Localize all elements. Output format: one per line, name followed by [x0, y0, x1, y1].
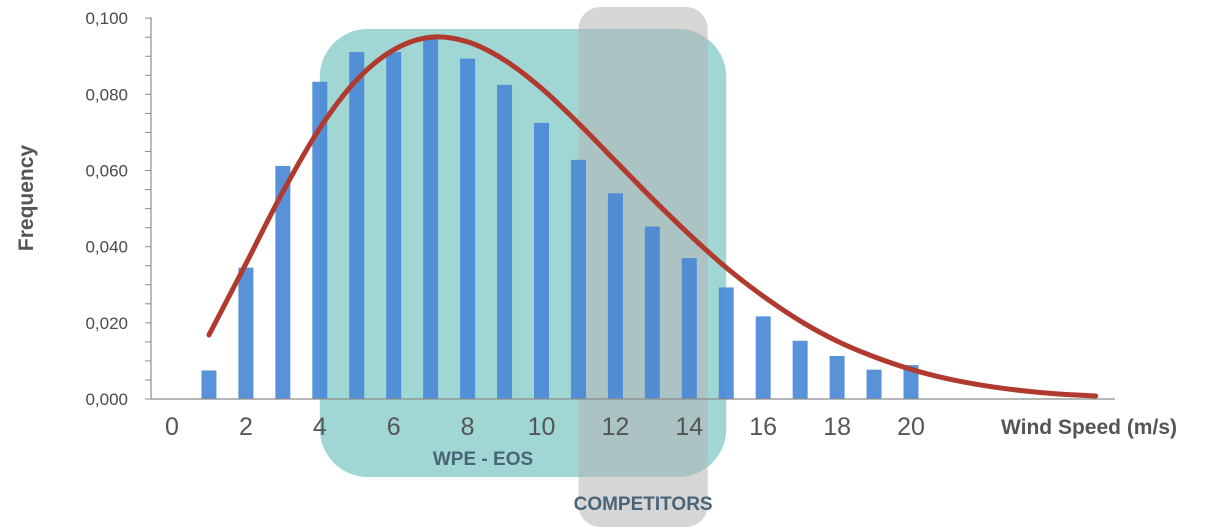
bar [386, 52, 402, 400]
x-tick-label: 14 [675, 413, 703, 441]
bars-layer [201, 37, 919, 400]
bar [534, 122, 549, 400]
y-tick-label: 0,100 [85, 9, 128, 28]
line-layer: WPE - EOS COMPETITORS [206, 34, 1099, 515]
distribution-curve [206, 34, 1099, 399]
x-tick-label: 6 [387, 413, 401, 441]
y-tick-label: 0,000 [85, 390, 128, 409]
ticks-layer: 0,000 0,020 0,040 0,060 0,080 0,100 0 2 4 6 8 10 12 1… [85, 9, 924, 441]
bar [201, 370, 217, 399]
bar [570, 159, 586, 399]
bar [718, 287, 734, 399]
bar [275, 165, 291, 399]
x-tick-label: 10 [528, 413, 556, 441]
y-tick-label: 0,040 [85, 238, 128, 257]
y-tick-label: 0,080 [85, 85, 128, 104]
axes-layer [145, 17, 1115, 400]
region-label-0: WPE - EOS [433, 449, 533, 470]
bar [681, 258, 697, 399]
y-tick-label: 0,020 [85, 314, 128, 333]
x-tick-label: 2 [239, 413, 253, 441]
y-axis-title: Frequency [15, 145, 38, 252]
x-tick-label: 18 [823, 413, 851, 441]
bar [792, 340, 808, 399]
x-tick-label: 8 [461, 413, 475, 441]
bar [866, 369, 882, 399]
bar [349, 52, 365, 400]
bar [644, 226, 660, 399]
y-tick-label: 0,060 [85, 162, 128, 181]
bar [755, 316, 771, 399]
x-tick-label: 12 [601, 413, 629, 441]
x-tick-label: 4 [313, 413, 327, 441]
region-label-1: COMPETITORS [574, 494, 713, 515]
bar [607, 193, 623, 399]
bar [423, 37, 439, 400]
bar [829, 355, 845, 399]
regions-layer [319, 7, 727, 527]
bar [497, 84, 513, 399]
x-tick-label: 16 [749, 413, 777, 441]
x-tick-label: 20 [897, 413, 925, 441]
bar [238, 267, 254, 399]
x-tick-label: 0 [165, 413, 179, 441]
x-axis-title: Wind Speed (m/s) [1001, 416, 1177, 439]
bar [903, 365, 919, 399]
bar [460, 58, 476, 400]
bar [312, 81, 328, 399]
